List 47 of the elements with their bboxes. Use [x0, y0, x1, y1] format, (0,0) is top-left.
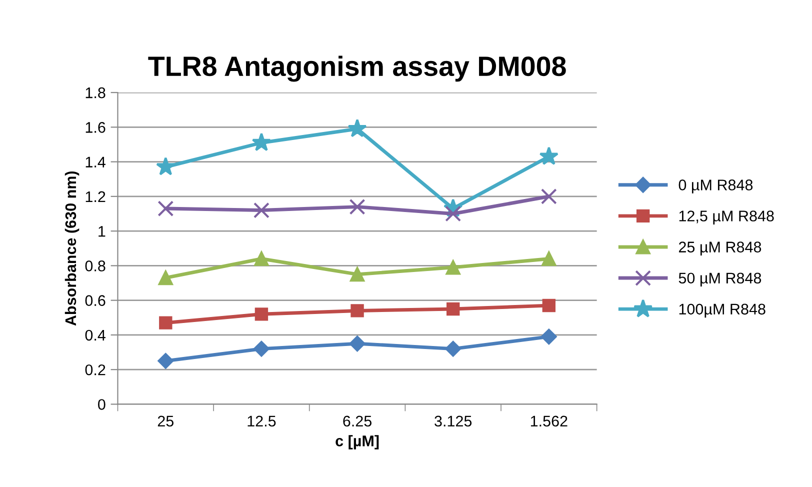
- point: [252, 132, 272, 152]
- point: [159, 316, 172, 330]
- point: [254, 308, 268, 321]
- x-tick-label: 25: [158, 416, 174, 427]
- point: [349, 198, 366, 215]
- x-tick-label: 3.125: [434, 416, 472, 427]
- point: [253, 202, 270, 218]
- point: [446, 302, 460, 316]
- y-tick-label: 0.6: [85, 295, 106, 306]
- point: [540, 188, 557, 204]
- legend-label: 12,5 µM R848: [679, 210, 774, 224]
- point: [254, 340, 270, 357]
- legend-label: 100µM R848: [679, 304, 766, 318]
- point: [350, 267, 365, 282]
- point: [348, 118, 367, 138]
- x-tick-label: 12.5: [248, 416, 276, 427]
- point: [446, 260, 460, 275]
- point: [350, 304, 364, 318]
- point: [542, 251, 556, 266]
- point: [158, 353, 174, 369]
- point: [158, 200, 174, 217]
- y-tick-label: 1: [98, 226, 106, 237]
- legend-label: 25 µM R848: [678, 242, 762, 256]
- chart-title: TLR8 Antagonism assay DM008: [148, 56, 566, 82]
- y-tick-label: 0.8: [85, 260, 106, 272]
- point: [254, 251, 269, 266]
- point: [540, 328, 557, 345]
- y-tick-label: 1.2: [86, 191, 106, 202]
- y-axis-title: Absorbance (630 nm): [64, 171, 80, 326]
- point: [542, 298, 556, 312]
- y-tick-label: 0.2: [85, 364, 106, 376]
- y-tick-label: 0.4: [85, 330, 106, 341]
- point: [158, 270, 173, 286]
- y-tick-label: 1.4: [86, 156, 106, 168]
- x-tick-label: 1.562: [530, 416, 568, 427]
- legend-label: 0 µM R848: [678, 180, 753, 194]
- point: [156, 156, 176, 176]
- y-tick-label: 1.8: [86, 87, 106, 98]
- x-axis-title: c [µM]: [336, 435, 379, 450]
- legend-label: 50 µM R848: [678, 272, 762, 287]
- y-tick-label: 0: [98, 399, 106, 410]
- y-tick-label: 1.6: [86, 122, 106, 133]
- point: [445, 206, 462, 222]
- point: [349, 336, 366, 352]
- point: [445, 340, 462, 357]
- x-tick-label: 6.25: [343, 416, 372, 427]
- point: [539, 146, 559, 165]
